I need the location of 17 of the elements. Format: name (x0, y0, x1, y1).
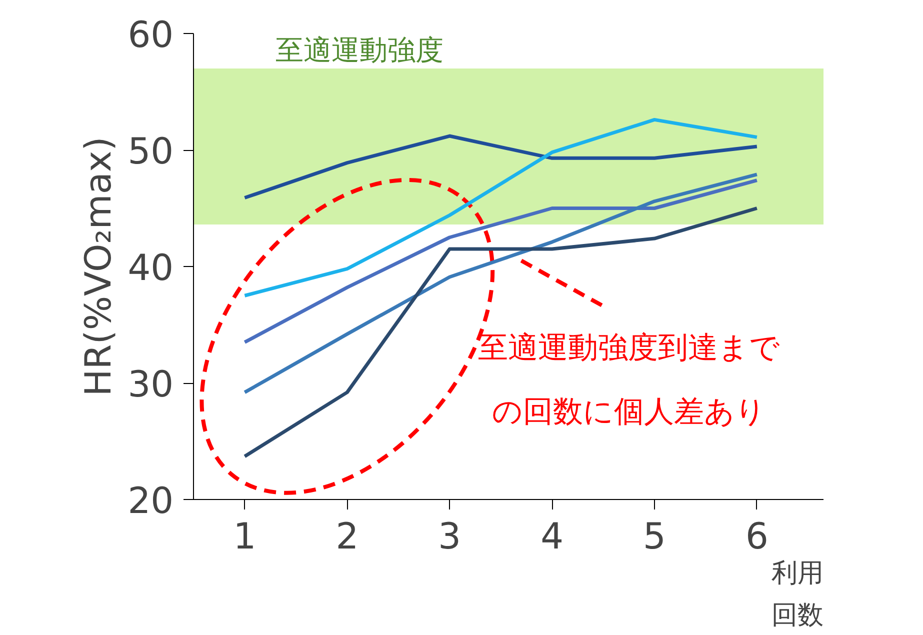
x-tick-label: 5 (643, 516, 666, 558)
y-axis-title: HR(%VO₂max) (78, 136, 120, 396)
band-label: 至適運動強度 (275, 33, 444, 66)
line-series (242, 134, 759, 200)
y-tick-label: 50 (128, 132, 174, 172)
x-tick-label: 3 (438, 516, 462, 558)
y-tick-label: 30 (128, 364, 174, 406)
y-tick-label: 60 (128, 15, 174, 56)
x-tick-label: 2 (336, 516, 359, 558)
x-tick-label: 4 (540, 516, 564, 558)
y-tick-label: 20 (128, 481, 174, 522)
annotation: 至適運動強度到達までの回数に個人差あり (478, 330, 780, 430)
y-tick-label: 40 (128, 248, 174, 289)
x-axis-title: 利用回数 (772, 558, 824, 630)
x-tick-label: 6 (745, 516, 768, 558)
x-tick-label: 1 (233, 516, 256, 558)
line-series (242, 118, 759, 298)
